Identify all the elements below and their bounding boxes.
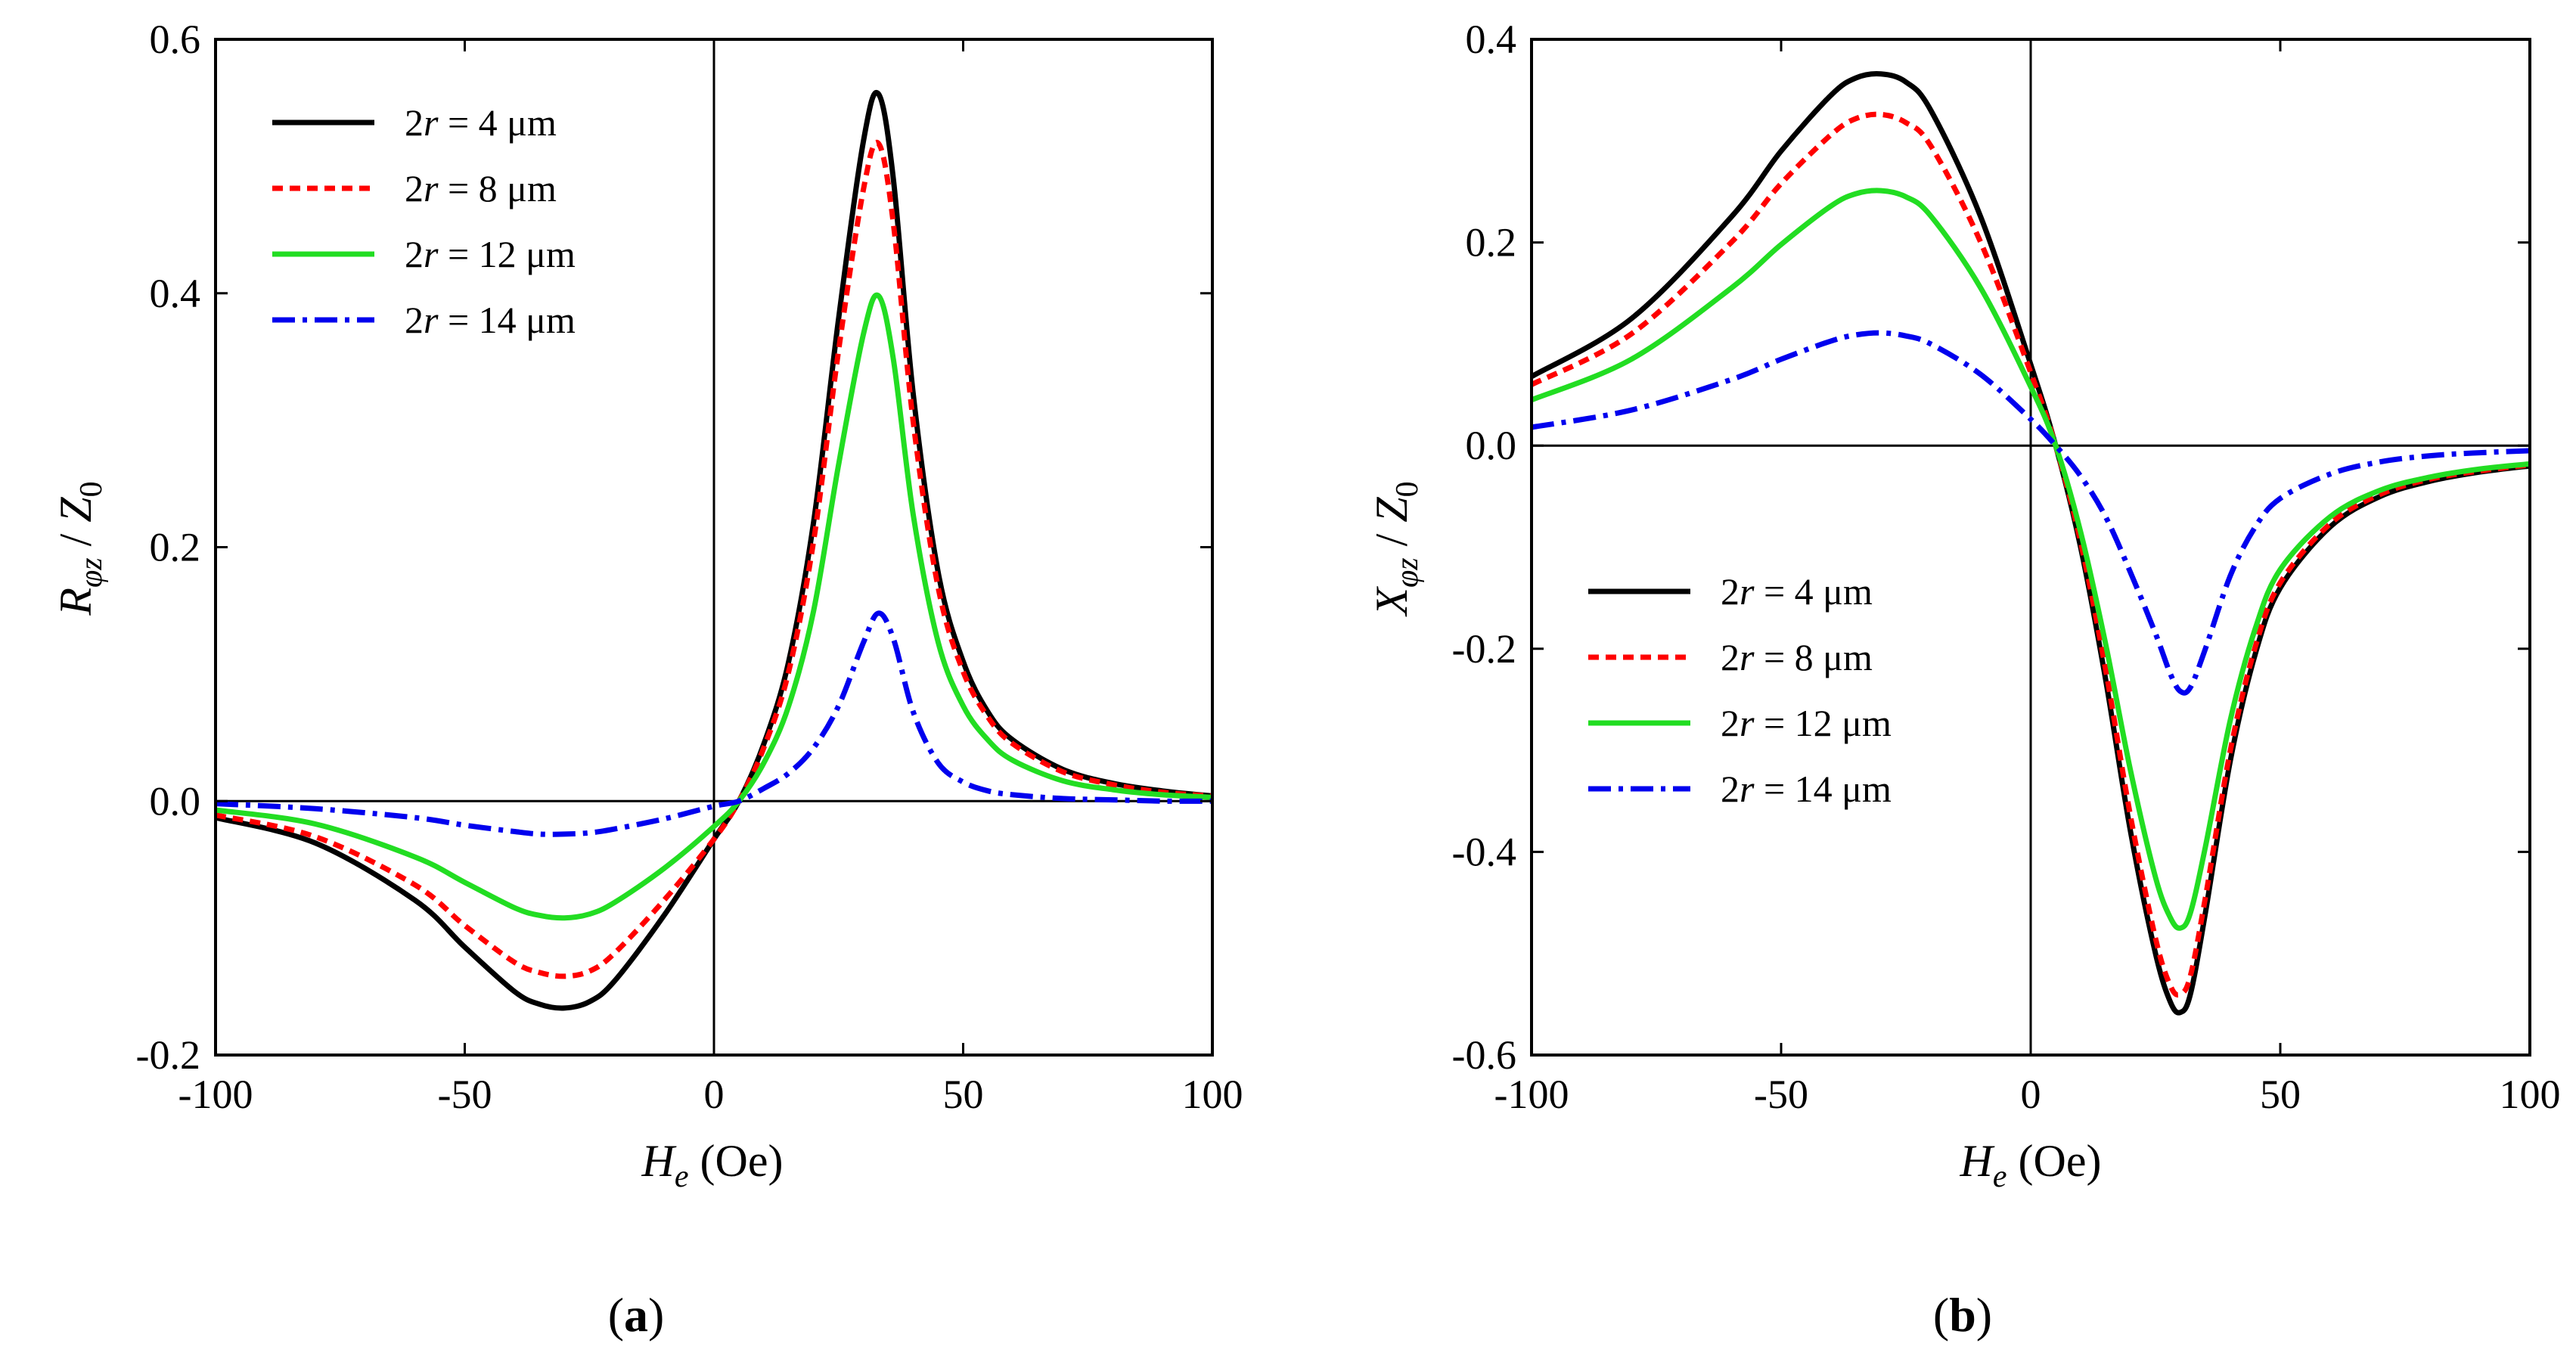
- y-tick-label: 0.0: [1466, 423, 1517, 468]
- y-tick-label: 0.4: [1466, 17, 1517, 62]
- series-line-2: [1530, 111, 2531, 998]
- y-tick-label: -0.6: [1452, 1032, 1516, 1078]
- x-tick-label: -50: [1754, 1072, 1808, 1117]
- chart-panel-a: -100 -50 0 50 100 -0.2 0.0 0.2 0.4 0.6 2r = 4 μm…: [51, 17, 1243, 1342]
- y-tick-label: 0.2: [150, 525, 201, 570]
- series-line-1: [1530, 70, 2531, 1016]
- series-lines: [215, 90, 1213, 1011]
- caption-letter: b: [1949, 1288, 1976, 1342]
- x-tick-label: 50: [943, 1072, 984, 1117]
- legend-label-4: 2r = 14 μm: [405, 299, 576, 341]
- series-line-4: [1531, 330, 2531, 696]
- panel-caption: (b): [1933, 1288, 1992, 1342]
- y-axis-ticks: -0.6 -0.4 -0.2 0.0 0.2 0.4: [1452, 17, 2530, 1078]
- x-tick-label: 100: [1182, 1072, 1243, 1117]
- y-axis-title: Xφz / Z0: [1367, 481, 1425, 616]
- legend: 2r = 4 μm 2r = 8 μm 2r = 12 μm 2r = 14 μm: [1588, 570, 1892, 810]
- y-tick-label: 0.6: [150, 17, 201, 62]
- x-tick-label: -100: [1494, 1072, 1569, 1117]
- legend-label-3: 2r = 12 μm: [405, 233, 576, 275]
- legend-label-2: 2r = 8 μm: [405, 167, 557, 209]
- legend-label-4: 2r = 14 μm: [1721, 768, 1892, 810]
- series-line-3: [1530, 188, 2531, 931]
- legend: 2r = 4 μm 2r = 8 μm 2r = 12 μm 2r = 14 μm: [272, 101, 576, 341]
- y-tick-label: 0.0: [150, 778, 201, 824]
- y-axis-ticks: -0.2 0.0 0.2 0.4 0.6: [136, 17, 1212, 1078]
- x-axis-ticks: -100 -50 0 50 100: [1494, 39, 2561, 1117]
- y-tick-label: 0.2: [1466, 220, 1517, 265]
- series-lines: [1530, 70, 2531, 1016]
- legend-label-3: 2r = 12 μm: [1721, 702, 1892, 744]
- panel-caption: (a): [608, 1288, 665, 1342]
- x-tick-label: 50: [2260, 1072, 2301, 1117]
- x-tick-label: 0: [2021, 1072, 2041, 1117]
- legend-label-1: 2r = 4 μm: [1721, 570, 1873, 613]
- zero-lines: [1532, 39, 2530, 1055]
- series-line-3: [215, 292, 1213, 921]
- zero-lines: [216, 39, 1212, 1055]
- legend-label-2: 2r = 8 μm: [1721, 636, 1873, 678]
- x-tick-label: -100: [178, 1072, 253, 1117]
- series-line-4: [215, 610, 1213, 837]
- x-tick-label: 0: [704, 1072, 725, 1117]
- y-tick-label: -0.2: [136, 1032, 200, 1078]
- chart-panel-b: -100 -50 0 50 100 -0.6 -0.4 -0.2 0.0 0.2 0.4 2r =…: [1367, 17, 2561, 1342]
- x-axis-ticks: -100 -50 0 50 100: [178, 39, 1243, 1117]
- x-axis-title: He (Oe): [1960, 1136, 2102, 1194]
- x-axis-title: He (Oe): [641, 1136, 784, 1194]
- x-tick-label: 100: [2500, 1072, 2561, 1117]
- caption-letter: a: [624, 1288, 648, 1342]
- y-tick-label: -0.2: [1452, 626, 1516, 672]
- series-line-1: [215, 90, 1213, 1011]
- legend-label-1: 2r = 4 μm: [405, 101, 557, 144]
- series-line-2: [215, 139, 1213, 979]
- y-tick-label: 0.4: [150, 271, 201, 316]
- y-axis-title: Rφz / Z0: [51, 481, 109, 616]
- y-tick-label: -0.4: [1452, 829, 1516, 874]
- x-tick-label: -50: [438, 1072, 492, 1117]
